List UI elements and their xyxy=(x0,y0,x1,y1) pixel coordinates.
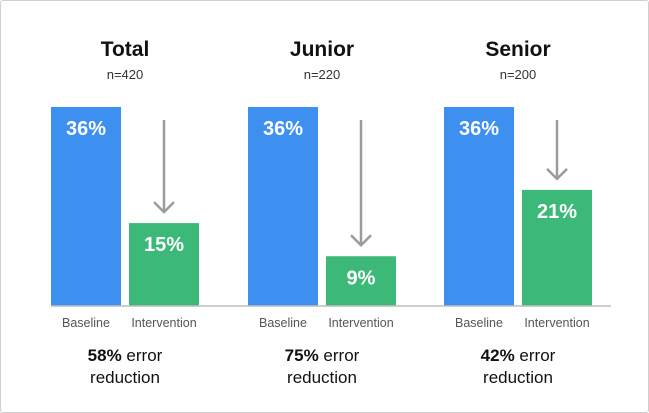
panel-title: Senior xyxy=(485,38,550,61)
reduction-percent: 75% xyxy=(285,346,319,365)
panel-n-label: n=220 xyxy=(304,67,341,82)
category-label: Baseline xyxy=(259,316,307,330)
baseline-value-label: 36% xyxy=(263,118,303,140)
reduction-arrow-head xyxy=(153,201,175,214)
category-label: Intervention xyxy=(524,316,589,330)
summary-line-1: 42% error xyxy=(481,346,556,365)
category-label: Intervention xyxy=(328,316,393,330)
category-label: Baseline xyxy=(62,316,110,330)
intervention-bar xyxy=(129,223,199,306)
baseline-value-label: 36% xyxy=(66,118,106,140)
panel-title: Junior xyxy=(290,38,354,61)
intervention-value-label: 9% xyxy=(347,267,376,289)
baseline-bar xyxy=(444,107,514,306)
reduction-percent: 58% xyxy=(88,346,122,365)
summary-error-text: error xyxy=(122,346,163,365)
summary-line-2: reduction xyxy=(287,368,357,387)
category-label: Baseline xyxy=(455,316,503,330)
intervention-value-label: 21% xyxy=(537,201,577,223)
reduction-arrow-head xyxy=(350,234,372,248)
summary-line-2: reduction xyxy=(483,368,553,387)
panel-n-label: n=200 xyxy=(500,67,537,82)
summary-error-text: error xyxy=(319,346,360,365)
baseline-bar xyxy=(51,107,121,306)
summary-line-1: 58% error xyxy=(88,346,163,365)
category-label: Intervention xyxy=(131,316,196,330)
reduction-percent: 42% xyxy=(481,346,515,365)
intervention-value-label: 15% xyxy=(144,234,184,256)
summary-line-2: reduction xyxy=(90,368,160,387)
intervention-bar xyxy=(326,256,396,306)
intervention-bar xyxy=(522,189,592,306)
panel-n-label: n=420 xyxy=(107,67,144,82)
summary-error-text: error xyxy=(515,346,556,365)
reduction-arrow-head xyxy=(546,168,568,181)
baseline-bar xyxy=(248,107,318,306)
panel-title: Total xyxy=(101,38,150,61)
summary-line-1: 75% error xyxy=(285,346,360,365)
baseline-value-label: 36% xyxy=(459,118,499,140)
